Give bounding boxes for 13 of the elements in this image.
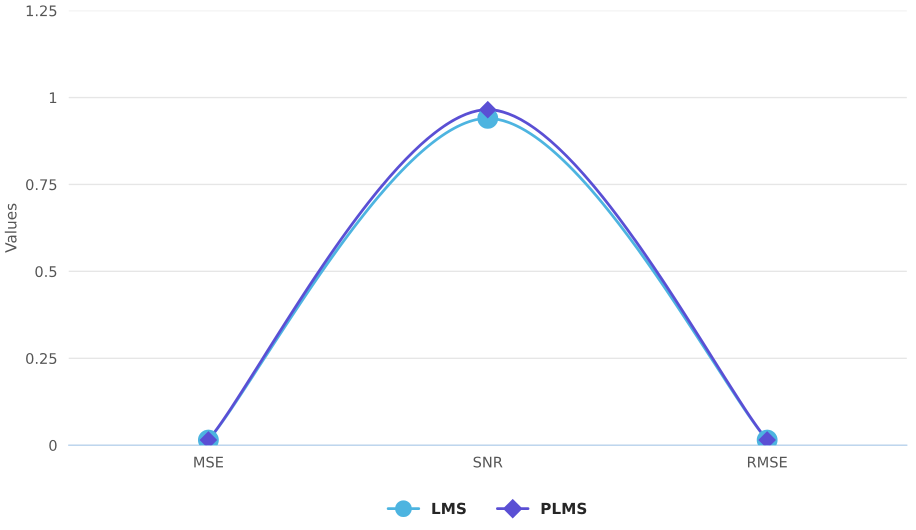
x-tick-label: MSE: [194, 456, 223, 468]
legend-label: LMS: [432, 502, 466, 514]
point: [479, 101, 496, 118]
y-tick-label: 1: [50, 92, 56, 104]
x-tick-label: RMSE: [748, 456, 787, 468]
y-tick-label: 1.25: [26, 5, 56, 16]
y-tick-label: 0: [49, 440, 57, 451]
y-axis-title: Values: [4, 204, 17, 253]
y-tick-label: 0.25: [26, 352, 56, 364]
legend-label: PLMS: [542, 502, 586, 514]
y-tick-label: 0.75: [26, 179, 56, 190]
x-tick-label: SNR: [474, 456, 502, 468]
y-tick-label: 0.5: [35, 266, 56, 278]
